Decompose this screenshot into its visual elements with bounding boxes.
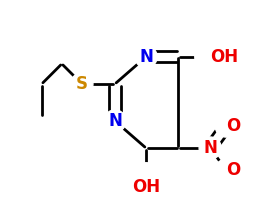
Circle shape [104,110,126,132]
Text: N: N [139,48,153,66]
Text: OH: OH [210,48,238,66]
Circle shape [215,159,237,181]
Circle shape [199,137,221,159]
Circle shape [135,46,157,68]
Text: N: N [203,139,217,157]
Circle shape [195,41,226,72]
Circle shape [71,73,93,95]
Text: O: O [226,161,241,179]
Text: OH: OH [132,178,160,196]
Text: N: N [108,112,122,130]
Text: O: O [226,117,241,135]
Circle shape [215,115,237,137]
Circle shape [131,163,161,194]
Text: S: S [76,75,88,93]
